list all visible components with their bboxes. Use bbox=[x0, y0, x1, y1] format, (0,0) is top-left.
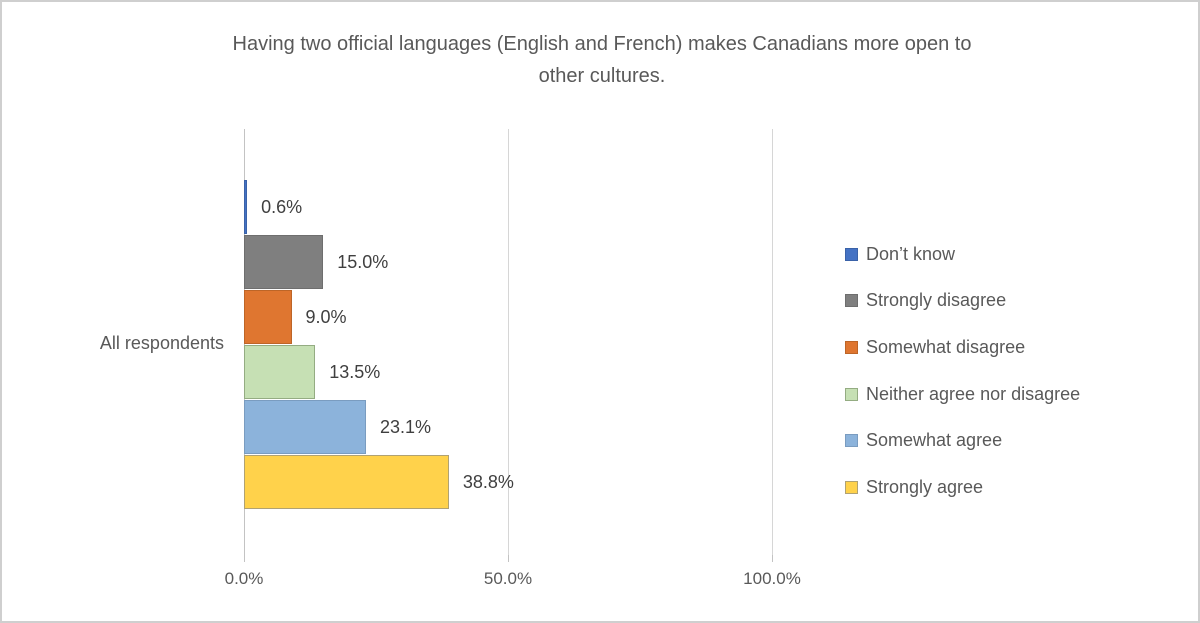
bar-strongly-agree bbox=[244, 455, 449, 509]
bar-somewhat-agree bbox=[244, 400, 366, 454]
legend-swatch-icon bbox=[845, 480, 858, 494]
legend-label: Strongly agree bbox=[866, 476, 984, 497]
x-axis-tick-label: 100.0% bbox=[743, 569, 801, 588]
data-label: 15.0% bbox=[337, 252, 389, 272]
axis-tick-50.0% bbox=[508, 555, 509, 562]
gridline-50.0% bbox=[508, 129, 509, 555]
legend-swatch-icon bbox=[845, 340, 858, 354]
bar-strongly-disagree bbox=[244, 235, 324, 289]
category-axis-label: All respondents bbox=[99, 333, 224, 353]
legend-label: Somewhat agree bbox=[866, 430, 1003, 451]
legend-item-neither-agree-nor-disagree: Neither agree nor disagree bbox=[845, 371, 1080, 418]
legend-label: Strongly disagree bbox=[866, 290, 1007, 311]
legend-item-don-t-know: Don’t know bbox=[845, 231, 1080, 278]
data-label: 13.5% bbox=[329, 362, 381, 382]
legend-label: Neither agree nor disagree bbox=[866, 383, 1081, 404]
legend-item-strongly-agree: Strongly agree bbox=[845, 464, 1080, 511]
chart-legend: Don’t know Strongly disagree Somewhat disa… bbox=[845, 231, 1080, 511]
bar-don-t-know bbox=[244, 180, 248, 234]
x-axis-tick-label: 0.0% bbox=[224, 569, 264, 588]
bar-neither-agree-nor-disagree bbox=[244, 345, 316, 399]
data-label: 0.6% bbox=[261, 197, 303, 217]
data-label: 38.8% bbox=[462, 472, 514, 492]
legend-swatch-icon bbox=[845, 387, 858, 401]
chart-title: Having two official languages (English a… bbox=[102, 28, 1102, 92]
legend-item-somewhat-disagree: Somewhat disagree bbox=[845, 324, 1080, 371]
data-label: 9.0% bbox=[305, 307, 347, 327]
gridline-100.0% bbox=[772, 129, 773, 555]
legend-swatch-icon bbox=[845, 247, 858, 261]
axis-tick-0.0% bbox=[244, 555, 245, 562]
legend-label: Don’t know bbox=[866, 243, 956, 264]
legend-swatch-icon bbox=[845, 434, 858, 448]
legend-swatch-icon bbox=[845, 294, 858, 308]
legend-item-strongly-disagree: Strongly disagree bbox=[845, 278, 1080, 325]
axis-tick-100.0% bbox=[772, 555, 773, 562]
chart-title-line-2: other cultures. bbox=[538, 65, 666, 87]
x-axis-tick-label: 50.0% bbox=[483, 569, 533, 588]
legend-label: Somewhat disagree bbox=[866, 336, 1026, 357]
legend-item-somewhat-agree: Somewhat agree bbox=[845, 417, 1080, 464]
data-label: 23.1% bbox=[379, 417, 431, 437]
bar-somewhat-disagree bbox=[244, 290, 292, 344]
chart-title-line-1: Having two official languages (English a… bbox=[232, 33, 972, 55]
